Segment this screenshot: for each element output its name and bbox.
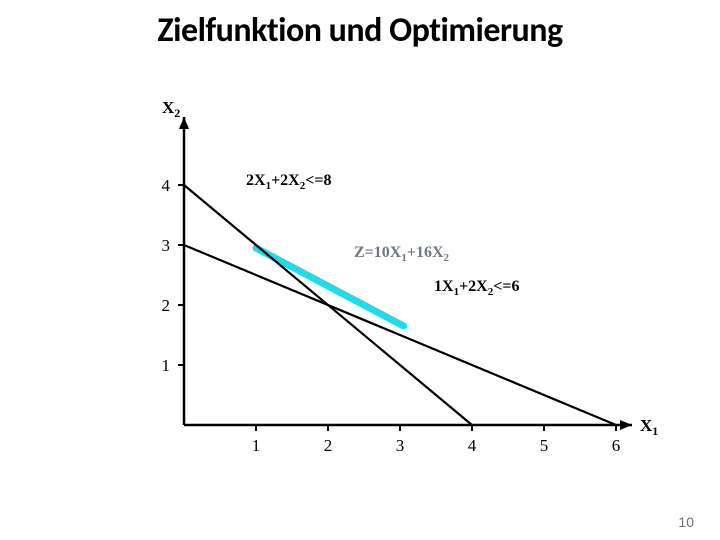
- lp-chart: 1 2 3 4 5 6 1 2 3 4 X1 X2 2X1+2X2<=8 1X1+2X2<=6 Z=10X1…: [100, 95, 660, 475]
- y-axis-arrow: [179, 117, 189, 129]
- objective-label: Z=10X1+16X2: [354, 244, 450, 264]
- x-tick-6: 6: [612, 436, 621, 455]
- title-text: Zielfunktion und Optimierung: [157, 10, 562, 51]
- y-tick-2: 2: [162, 296, 171, 315]
- page-number: 10: [678, 514, 694, 530]
- y-axis-label: X2: [162, 98, 180, 120]
- x-tick-4: 4: [468, 436, 477, 455]
- y-tick-4: 4: [162, 176, 171, 195]
- x-axis-arrow: [620, 420, 632, 430]
- x-tick-1: 1: [252, 436, 261, 455]
- x-axis-label: X1: [640, 416, 658, 438]
- page-number-text: 10: [678, 514, 694, 530]
- chart-container: 1 2 3 4 5 6 1 2 3 4 X1 X2 2X1+2X2<=8 1X1+2X2<=6 Z=10X1…: [100, 95, 660, 475]
- y-tick-3: 3: [162, 236, 171, 255]
- x-tick-3: 3: [396, 436, 405, 455]
- constraint-label-1: 2X1+2X2<=8: [246, 172, 331, 192]
- y-tick-1: 1: [162, 356, 171, 375]
- x-tick-2: 2: [324, 436, 333, 455]
- x-tick-5: 5: [540, 436, 549, 455]
- slide-title: Zielfunktion und Optimierung: [0, 10, 720, 51]
- constraint-label-2: 1X1+2X2<=6: [434, 278, 519, 298]
- constraint-line-2: [184, 245, 616, 425]
